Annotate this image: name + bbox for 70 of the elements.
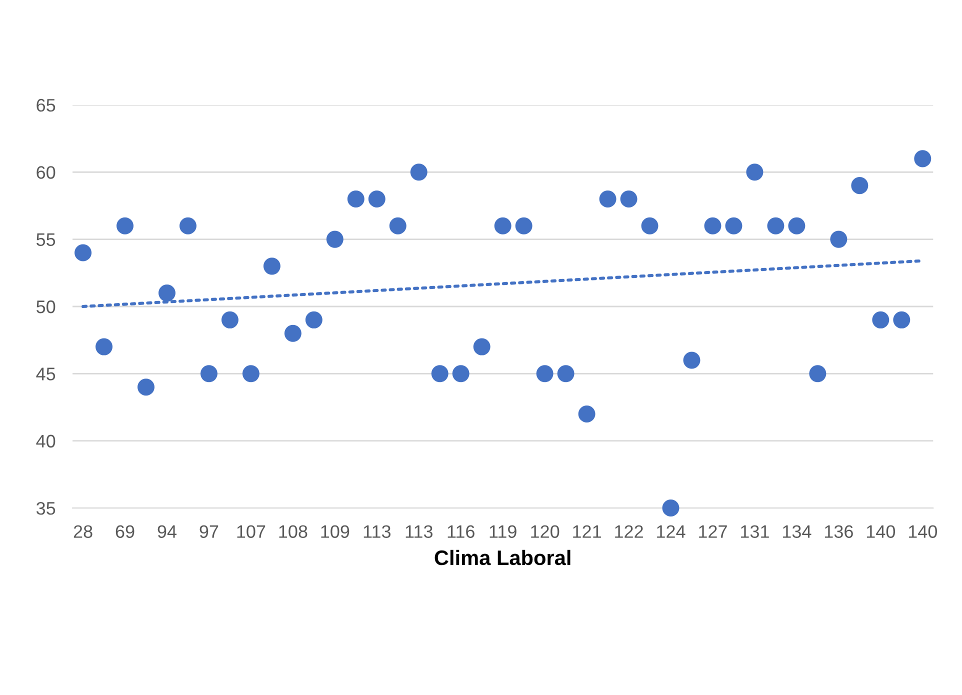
point	[96, 338, 113, 356]
point	[74, 244, 92, 262]
x-tick-label: 119	[490, 525, 516, 538]
x-tick-label: 121	[573, 525, 601, 538]
point	[221, 311, 238, 328]
point	[683, 352, 700, 369]
y-tick-label: 35	[36, 502, 56, 515]
point	[620, 190, 638, 208]
point	[767, 217, 784, 234]
x-tick-label: 131	[741, 525, 769, 538]
point	[158, 284, 176, 302]
point	[368, 190, 386, 208]
point	[179, 217, 196, 234]
x-tick-label: 120	[531, 525, 560, 538]
x-tick-label: 97	[200, 525, 218, 538]
x-tick-label: 124	[657, 525, 686, 538]
point	[578, 405, 596, 422]
x-tick-label: 116	[448, 525, 474, 538]
x-tick-label: 108	[279, 525, 308, 538]
x-tick-label: 122	[615, 525, 643, 538]
point	[431, 365, 448, 382]
point	[137, 378, 155, 396]
x-tick-label: 107	[237, 525, 266, 538]
y-tick-label: 45	[36, 368, 56, 380]
point	[746, 164, 764, 181]
point	[494, 217, 512, 234]
y-tick-label: 50	[36, 300, 56, 314]
x-tick-label: 127	[699, 525, 727, 538]
point	[452, 365, 470, 382]
point	[557, 365, 574, 382]
point	[200, 365, 218, 382]
point	[326, 230, 344, 248]
point	[809, 365, 826, 382]
x-axis-title: Clima Laboral	[434, 550, 570, 566]
point	[788, 217, 806, 234]
y-tick-label: 65	[36, 98, 56, 112]
point	[347, 190, 364, 208]
x-tick-label: 28	[74, 525, 92, 538]
x-tick-label: 113	[406, 525, 432, 538]
point	[410, 164, 428, 181]
point	[515, 217, 532, 234]
point	[704, 217, 722, 234]
x-tick-label: 140	[908, 525, 938, 538]
point	[536, 365, 554, 382]
x-tick-label: 140	[866, 525, 896, 538]
point	[872, 311, 890, 328]
y-tick-label: 40	[36, 434, 56, 448]
x-tick-label: 134	[783, 525, 812, 538]
point	[725, 217, 742, 234]
x-tick-label: 113	[364, 525, 390, 538]
y-tick-label: 60	[36, 166, 56, 179]
point	[851, 177, 868, 194]
x-tick-label: 136	[825, 525, 853, 538]
point	[242, 365, 260, 382]
point	[389, 217, 406, 234]
point	[641, 217, 658, 234]
point	[263, 258, 280, 275]
x-tick-label: 109	[321, 525, 350, 538]
point	[599, 190, 616, 208]
point	[305, 311, 322, 328]
x-tick-label: 69	[116, 525, 134, 538]
point	[662, 500, 680, 517]
point	[284, 324, 302, 342]
point	[914, 150, 932, 168]
y-tick-label: 55	[36, 233, 56, 246]
x-tick-label: 94	[158, 525, 177, 538]
point	[473, 338, 490, 356]
point	[116, 217, 134, 234]
point	[893, 311, 910, 328]
point	[830, 230, 848, 248]
